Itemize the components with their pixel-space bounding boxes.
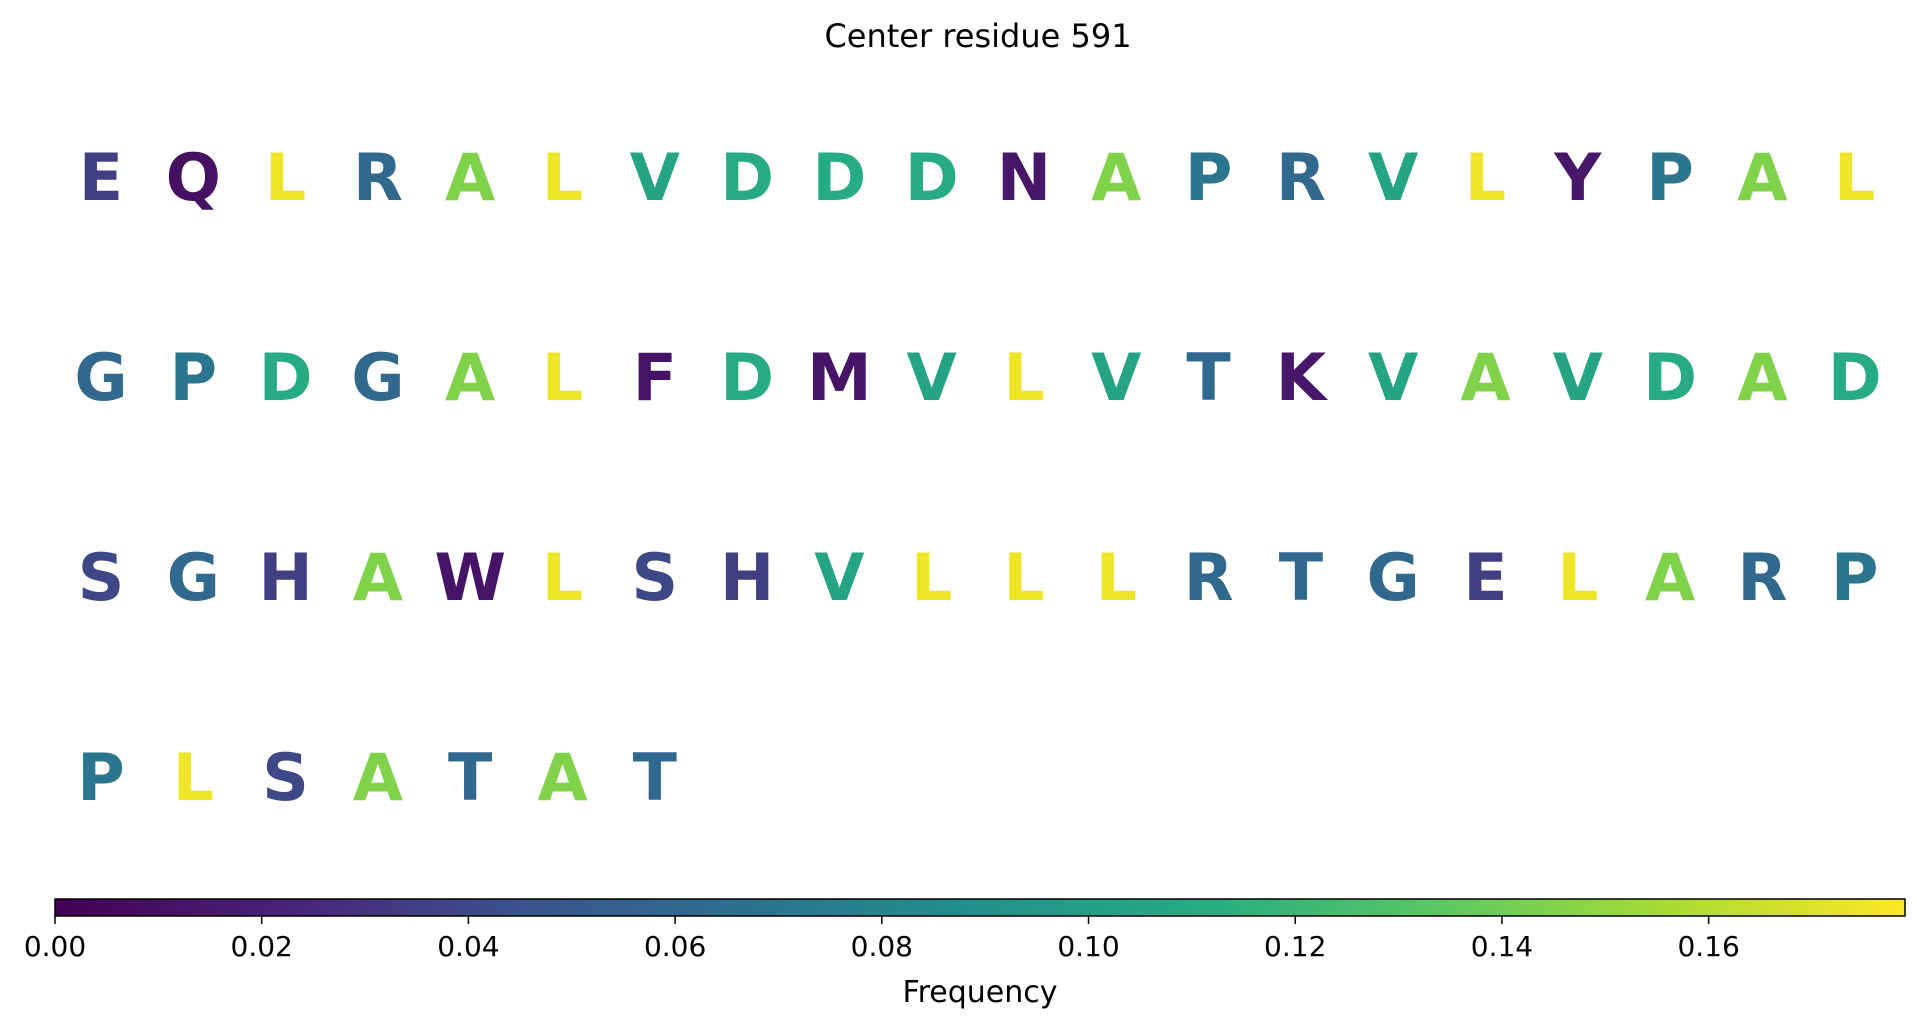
residue-letter: P (77, 741, 125, 816)
residue-letter: P (1646, 141, 1694, 216)
residue-letter: V (1368, 341, 1418, 416)
residue-letter: R (1276, 141, 1326, 216)
colorbar-tick-label: 0.00 (24, 930, 86, 963)
residue-letter: G (167, 541, 220, 616)
residue-letter: A (353, 541, 403, 616)
residue-letter: W (434, 541, 506, 616)
residue-letter: L (911, 541, 952, 616)
residue-letter: T (633, 741, 677, 816)
residue-letter: R (1737, 541, 1787, 616)
colorbar-label: Frequency (903, 975, 1058, 1010)
residue-letter: D (1828, 341, 1882, 416)
colorbar-tick-label: 0.02 (231, 930, 293, 963)
residue-grid: E Q L R A L V D D D N A P R V L Y P A LG P D G A L F D M V L V T K V A V D A D… (74, 141, 1881, 816)
residue-letter: D (259, 341, 313, 416)
residue-letter: R (353, 141, 403, 216)
residue-letter: S (262, 741, 309, 816)
colorbar-tick-label: 0.08 (851, 930, 913, 963)
residue-letter: L (173, 741, 214, 816)
residue-letter: V (814, 541, 864, 616)
residue-letter: A (445, 141, 495, 216)
colorbar-tick-label: 0.16 (1677, 930, 1739, 963)
residue-letter: Q (166, 141, 221, 216)
colorbar-tick-label: 0.04 (437, 930, 499, 963)
residue-letter: L (1003, 341, 1044, 416)
residue-letter: A (1091, 141, 1141, 216)
residue-letter: V (630, 141, 680, 216)
residue-letter: N (997, 141, 1051, 216)
residue-letter: A (1460, 341, 1510, 416)
residue-letter: Y (1553, 141, 1602, 216)
colorbar: 0.00 0.02 0.04 0.06 0.08 0.10 0.12 0.14 0.16 Fre… (24, 898, 1906, 1010)
residue-letter: G (1367, 541, 1420, 616)
residue-letter: P (169, 341, 217, 416)
colorbar-gradient (54, 898, 1906, 917)
colorbar-tick-label: 0.14 (1471, 930, 1533, 963)
residue-letter: A (445, 341, 495, 416)
residue-letter: G (74, 341, 127, 416)
residue-letter: T (448, 741, 492, 816)
residue-letter: A (1737, 341, 1787, 416)
residue-letter: D (1643, 341, 1697, 416)
residue-letter: A (1737, 141, 1787, 216)
residue-letter: T (1279, 541, 1323, 616)
residue-letter: H (720, 541, 774, 616)
residue-letter: S (631, 541, 678, 616)
residue-letter: L (1834, 141, 1875, 216)
residue-letter: R (1184, 541, 1234, 616)
residue-letter: A (1645, 541, 1695, 616)
residue-letter: L (1557, 541, 1598, 616)
residue-letter: A (537, 741, 587, 816)
residue-letter: D (905, 141, 959, 216)
residue-letter: P (1185, 141, 1233, 216)
residue-letter: P (1831, 541, 1879, 616)
residue-letter: D (720, 141, 774, 216)
residue-letter: V (907, 341, 957, 416)
residue-letter: L (542, 341, 583, 416)
residue-letter: F (633, 341, 677, 416)
residue-letter: A (353, 741, 403, 816)
residue-letter: L (542, 541, 583, 616)
residue-letter: D (812, 141, 866, 216)
residue-letter: L (265, 141, 306, 216)
residue-letter: L (1465, 141, 1506, 216)
colorbar-tick-label: 0.12 (1264, 930, 1326, 963)
residue-letter: L (1096, 541, 1137, 616)
residue-letter: L (542, 141, 583, 216)
residue-letter: V (1091, 341, 1141, 416)
residue-letter: T (1186, 341, 1230, 416)
colorbar-ticks: 0.00 0.02 0.04 0.06 0.08 0.10 0.12 0.14 0.16 (24, 916, 1740, 963)
residue-letter: G (351, 341, 404, 416)
residue-letter: V (1368, 141, 1418, 216)
residue-letter: V (1553, 341, 1603, 416)
residue-letter: L (1003, 541, 1044, 616)
residue-letter: K (1276, 341, 1329, 416)
colorbar-tick-label: 0.10 (1057, 930, 1119, 963)
residue-letter: S (78, 541, 125, 616)
chart-title: Center residue 591 (824, 17, 1131, 55)
residue-letter: M (807, 341, 872, 416)
residue-letter: H (258, 541, 312, 616)
residue-letter: D (720, 341, 774, 416)
residue-letter: E (1463, 541, 1507, 616)
residue-letter: E (79, 141, 123, 216)
colorbar-tick-label: 0.06 (644, 930, 706, 963)
